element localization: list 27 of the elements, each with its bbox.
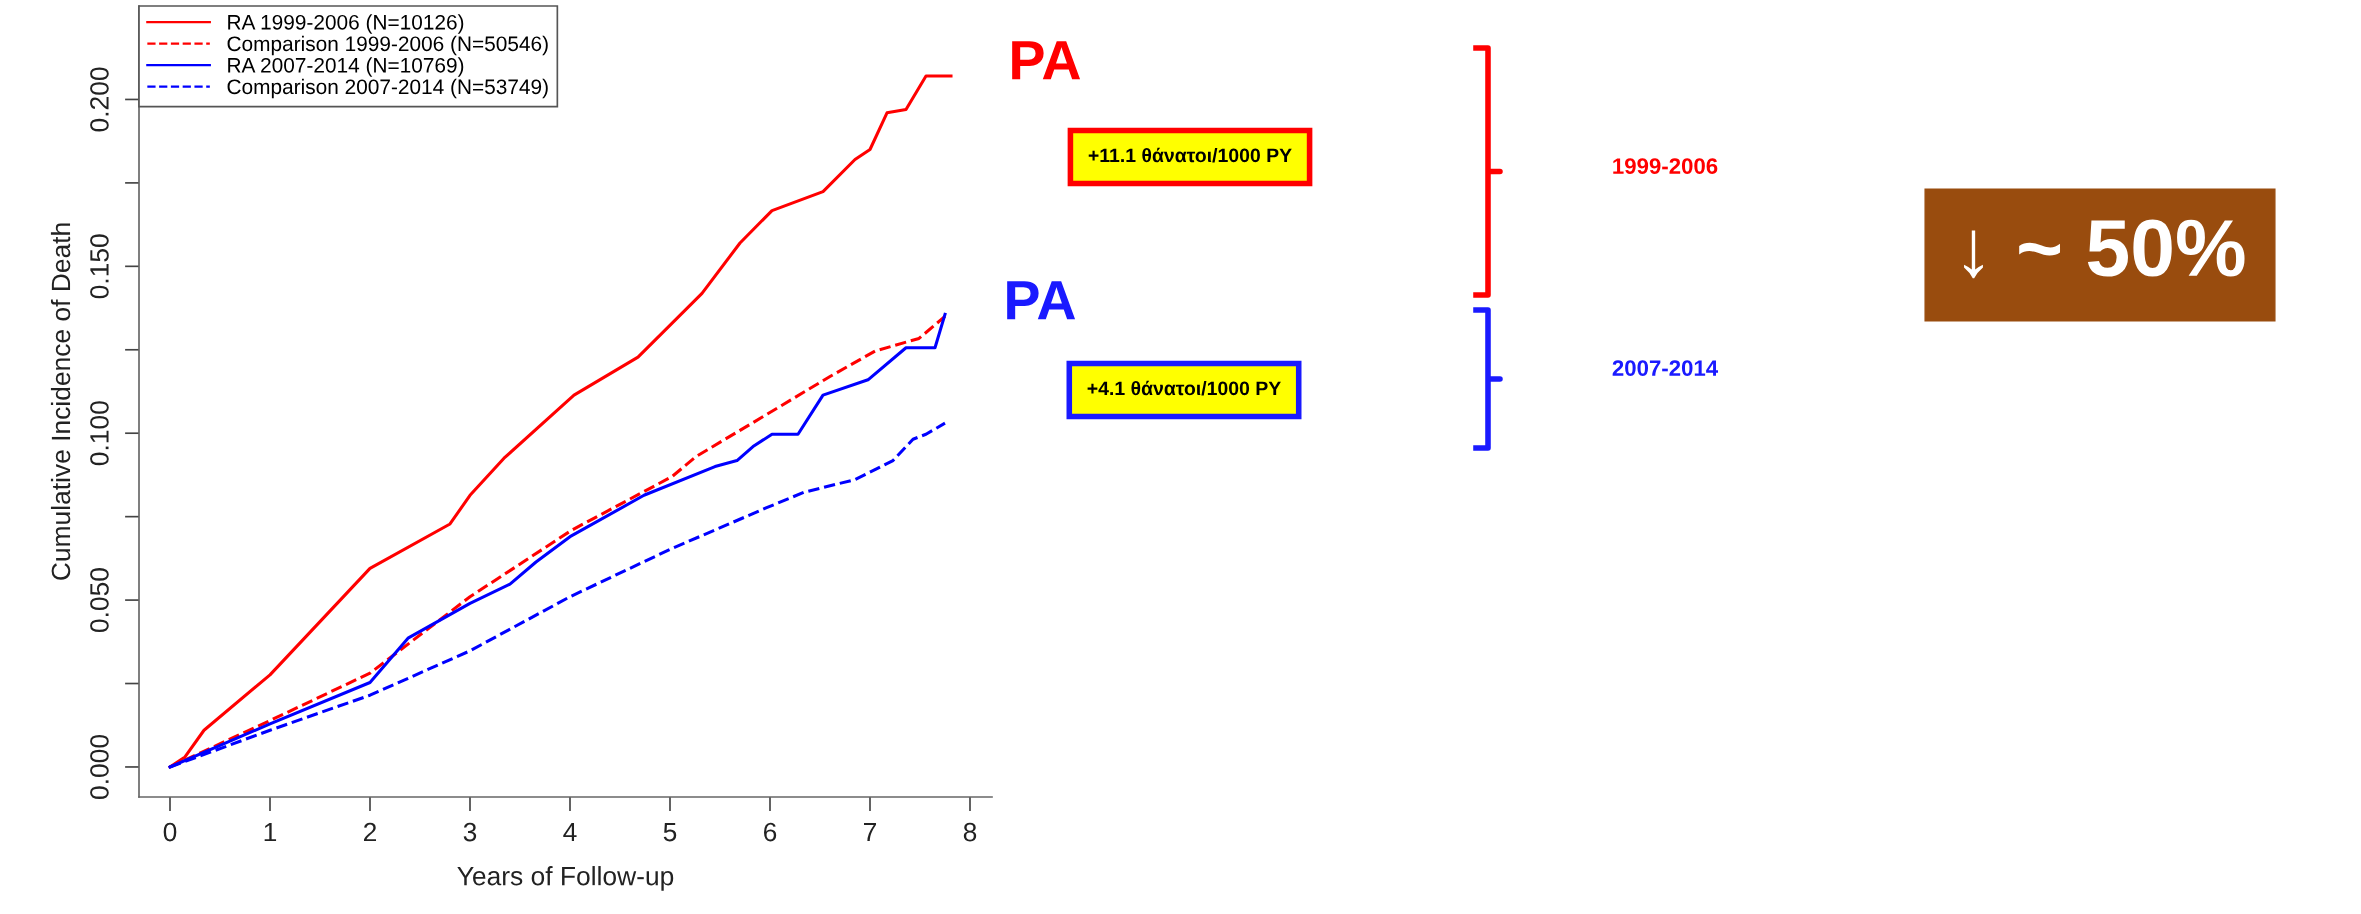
- y-tick-label: 0.100: [90, 401, 109, 466]
- text: +4.1 θάνατοι/1000 PY: [1087, 380, 1281, 396]
- text: ↓ ~ 50%: [1964, 219, 2245, 279]
- text: +11.1 θάνατοι/1000 PY: [1088, 147, 1292, 163]
- text: PA: [1007, 281, 1076, 320]
- x-tick-label: 7: [864, 822, 877, 842]
- text: PA: [1012, 41, 1081, 80]
- x-axis-title: Years of Follow-up: [457, 866, 674, 891]
- legend-label: Comparison 2007-2014 (N=53749): [227, 78, 548, 99]
- x-tick-label: 2: [363, 822, 377, 842]
- x-tick-label: 3: [463, 822, 477, 842]
- legend-label: Comparison 1999-2006 (N=50546): [227, 35, 548, 56]
- x-tick-label: 5: [663, 822, 677, 842]
- text: 1999-2006: [1613, 158, 1718, 174]
- y-tick-label: 0.150: [90, 234, 109, 299]
- y-tick-label: 0.050: [90, 568, 109, 633]
- x-tick-label: 6: [764, 822, 777, 842]
- legend-label: RA 2007-2014 (N=10769): [228, 57, 464, 77]
- text: 2007-2014: [1612, 360, 1719, 376]
- x-tick-label: 0: [163, 822, 177, 842]
- y-tick-label: 0.200: [90, 67, 109, 132]
- x-tick-label: 4: [563, 822, 577, 842]
- y-tick-label: 0.000: [90, 734, 109, 799]
- legend-label: RA 1999-2006 (N=10126): [228, 14, 464, 34]
- y-axis-title: Cumulative Incidence of Death: [50, 223, 71, 580]
- x-tick-label: 1: [264, 822, 277, 842]
- x-tick-label: 8: [963, 822, 977, 842]
